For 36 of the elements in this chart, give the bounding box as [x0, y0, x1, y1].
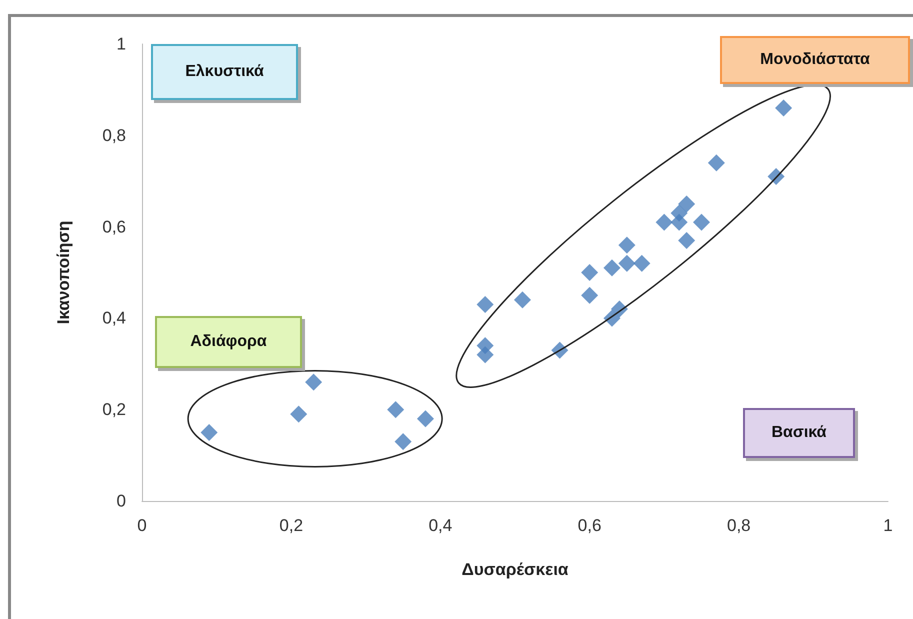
point: [693, 214, 710, 231]
x-tick-label: 0,2: [279, 516, 304, 535]
point: [603, 259, 620, 276]
point: [656, 214, 673, 231]
point: [581, 264, 598, 281]
y-axis-title: Ικανοποίηση: [54, 220, 73, 324]
point: [775, 99, 792, 116]
y-tick-label: 0,4: [102, 308, 126, 328]
x-axis-title: Δυσαρέσκεια: [462, 560, 569, 579]
point: [476, 346, 494, 364]
point: [290, 406, 308, 423]
point: [476, 296, 494, 313]
x-tick-label: 0,4: [428, 516, 452, 535]
point: [678, 232, 696, 250]
y-tick-label: 0,6: [102, 217, 126, 236]
y-tick-label: 0,8: [102, 126, 126, 145]
point: [514, 291, 531, 308]
point: [200, 424, 218, 441]
point: [394, 433, 412, 450]
point: [618, 236, 636, 254]
point: [618, 254, 636, 272]
point: [581, 286, 598, 304]
y-tick-label: 1: [116, 34, 126, 54]
x-tick-label: 0,6: [578, 516, 602, 535]
x-tick-label: 0,8: [726, 516, 751, 535]
y-tick-label: 0: [116, 492, 126, 510]
point: [416, 410, 434, 428]
point: [708, 154, 725, 172]
point: [678, 195, 696, 212]
point: [387, 401, 404, 418]
y-tick-label: 0,2: [102, 400, 126, 420]
point: [670, 214, 688, 231]
x-tick-label: 1: [883, 516, 893, 535]
x-tick-label: 0: [137, 516, 147, 535]
point: [305, 374, 322, 391]
point: [633, 254, 650, 272]
